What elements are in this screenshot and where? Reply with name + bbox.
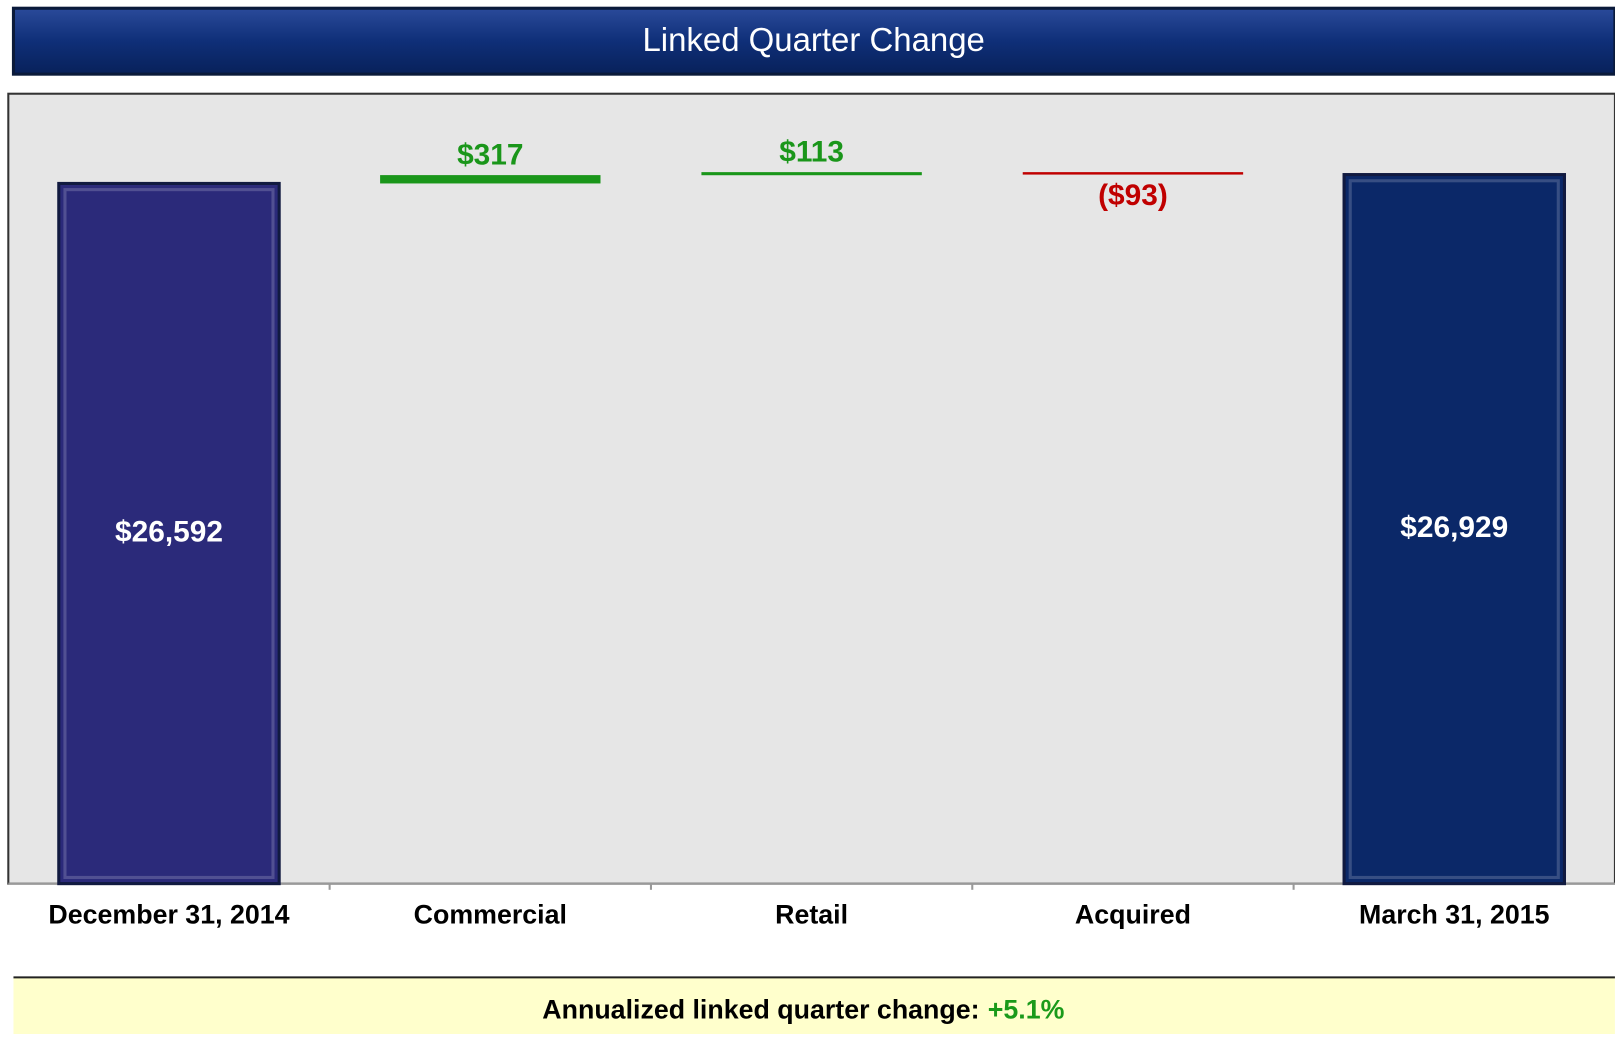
x-tick-label: Retail [775,900,848,930]
footnote-value: +5.1% [988,994,1065,1024]
change-bar [701,172,922,176]
value-label: ($93) [1098,179,1168,212]
value-label: $317 [457,138,523,171]
change-bar [1022,172,1244,175]
header-bar [11,6,1615,76]
value-label: $26,592 [115,515,223,548]
footnote-label: Annualized linked quarter change: [542,994,979,1024]
change-bar [380,175,601,184]
footnote: Annualized linked quarter change: +5.1% [542,994,1064,1024]
bar-bevel [1348,179,1560,880]
bar-bevel [63,188,275,880]
x-tick-label: December 31, 2014 [48,900,289,930]
chart-title: Linked Quarter Change [642,21,984,58]
total-bar [57,181,281,886]
total-bar [1342,173,1567,886]
x-tick-label: March 31, 2015 [1359,900,1550,930]
value-label: $113 [779,135,844,168]
value-label: $26,929 [1400,511,1508,544]
x-tick-label: Commercial [414,900,567,930]
x-tick-label: Acquired [1075,900,1191,930]
footnote-box [13,977,1615,1034]
